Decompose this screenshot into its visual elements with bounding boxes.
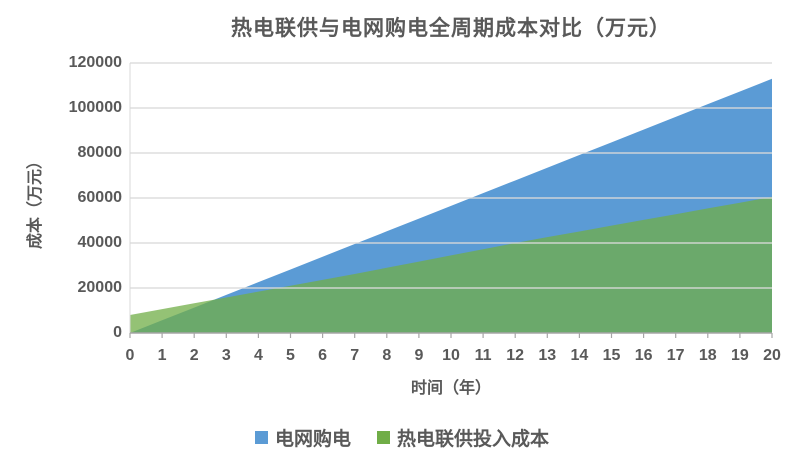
x-tick-label-20: 20 (763, 347, 781, 364)
y-tick-label-40000: 40000 (77, 234, 123, 251)
y-tick-label-100000: 100000 (68, 99, 122, 116)
x-tick-label-9: 9 (414, 347, 424, 364)
y-tick-label-80000: 80000 (77, 144, 123, 161)
x-tick-label-14: 14 (570, 347, 589, 364)
area-series-2 (130, 196, 772, 333)
x-tick-label-8: 8 (382, 347, 392, 364)
x-tick-label-2: 2 (189, 347, 199, 364)
legend-label: 热电联供投入成本 (397, 429, 550, 450)
x-tick-label-4: 4 (253, 347, 263, 364)
x-tick-label-17: 17 (666, 347, 685, 364)
legend-item-1: 电网购电 (254, 424, 351, 451)
x-tick-label-10: 10 (442, 347, 460, 364)
y-tick-label-20000: 20000 (77, 279, 123, 296)
x-axis-title: 时间（年） (410, 380, 491, 397)
legend: 电网购电 热电联供投入成本 (0, 424, 804, 451)
x-tick-label-18: 18 (698, 347, 717, 364)
legend-swatch-icon (254, 431, 268, 444)
legend-item-2: 热电联供投入成本 (377, 424, 549, 451)
legend-swatch-icon (377, 431, 390, 444)
x-tick-label-16: 16 (634, 347, 653, 364)
y-tick-label-60000: 60000 (77, 189, 123, 206)
x-tick-label-15: 15 (602, 347, 621, 364)
x-tick-label-11: 11 (474, 347, 492, 364)
x-tick-label-3: 3 (221, 347, 231, 364)
x-tick-label-1: 1 (157, 347, 167, 364)
chart-title: 热电联供与电网购电全周期成本对比（万元） (231, 17, 671, 40)
x-tick-label-19: 19 (730, 347, 749, 364)
x-tick-label-12: 12 (506, 347, 525, 364)
x-tick-label-13: 13 (538, 347, 557, 364)
legend-label: 电网购电 (274, 429, 351, 450)
x-tick-label-7: 7 (350, 347, 360, 364)
y-tick-label-120000: 120000 (68, 54, 122, 71)
x-tick-label-5: 5 (286, 347, 295, 364)
y-tick-label-0: 0 (113, 324, 122, 341)
x-tick-label-6: 6 (318, 347, 328, 364)
x-tick-label-0: 0 (125, 347, 135, 364)
y-axis-title: 成本（万元） (27, 153, 44, 250)
